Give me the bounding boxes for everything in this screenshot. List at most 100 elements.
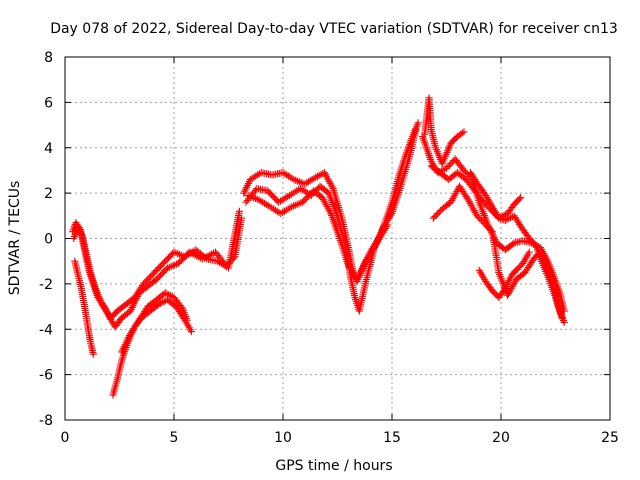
data-point	[235, 207, 243, 215]
data-point	[269, 192, 277, 201]
y-tick-label: 4	[44, 141, 53, 157]
data-point	[160, 258, 169, 266]
data-point	[304, 192, 312, 201]
data-point	[509, 269, 517, 277]
data-point	[167, 251, 175, 259]
data-point	[111, 310, 119, 318]
data-point	[158, 270, 166, 278]
x-tick-label: 5	[170, 430, 179, 446]
data-point	[165, 254, 173, 262]
data-point	[531, 254, 539, 262]
data-point	[150, 269, 158, 277]
data-point	[187, 327, 195, 336]
y-axis-label: SDTVAR / TECUs	[7, 181, 23, 296]
data-point	[482, 221, 490, 229]
data-point	[305, 191, 313, 199]
data-point	[488, 287, 496, 295]
data-marks	[69, 94, 568, 399]
data-point	[178, 255, 186, 263]
x-tick-label: 15	[383, 430, 401, 446]
data-point	[157, 271, 165, 279]
y-tick-label: -2	[39, 277, 53, 293]
data-point	[510, 200, 518, 209]
chart-title: Day 078 of 2022, Sidereal Day-to-day VTE…	[50, 21, 618, 37]
data-point	[303, 194, 311, 202]
x-tick-label: 10	[274, 430, 292, 446]
data-point	[301, 195, 309, 203]
data-point	[448, 138, 456, 146]
x-tick-label: 20	[492, 430, 510, 446]
data-point	[159, 268, 167, 276]
x-tick-label: 25	[601, 430, 619, 446]
data-point	[449, 136, 458, 145]
data-point	[447, 160, 455, 168]
data-point	[265, 188, 273, 196]
y-tick-label: 2	[44, 186, 53, 202]
y-tick-label: 0	[44, 232, 53, 248]
data-point	[177, 257, 185, 265]
y-tick-label: -4	[39, 322, 53, 338]
data-point	[144, 275, 152, 283]
series-track-7	[242, 126, 420, 315]
series-track-14	[475, 248, 533, 302]
series-track-9	[421, 94, 468, 168]
data-point	[152, 266, 160, 275]
data-point	[183, 316, 191, 324]
data-point	[525, 234, 533, 243]
data-point	[174, 259, 182, 268]
data-point	[514, 196, 522, 204]
data-point	[154, 265, 162, 273]
data-point	[517, 194, 525, 202]
data-point	[515, 195, 523, 203]
data-point	[560, 318, 568, 326]
data-point	[529, 239, 537, 247]
data-point	[156, 262, 164, 270]
data-point	[272, 195, 280, 203]
data-point	[513, 198, 521, 206]
data-point	[264, 187, 272, 195]
data-point	[166, 252, 174, 260]
data-point	[429, 214, 437, 222]
data-point	[558, 314, 566, 322]
series-track-5	[118, 289, 191, 356]
data-point	[155, 272, 163, 281]
data-point	[148, 271, 156, 279]
data-point	[266, 190, 275, 198]
data-point	[161, 267, 169, 275]
data-point	[432, 211, 440, 219]
data-point	[534, 251, 542, 259]
data-point	[412, 126, 420, 134]
data-point	[142, 277, 150, 285]
data-point	[490, 288, 498, 296]
data-point	[89, 350, 97, 358]
data-point	[158, 261, 166, 269]
data-point	[527, 236, 535, 244]
data-point	[154, 274, 162, 282]
data-point	[176, 258, 184, 266]
series-track-2	[70, 214, 246, 331]
series-track-8	[244, 187, 392, 283]
x-tick-label: 0	[61, 430, 70, 446]
data-point	[271, 194, 279, 202]
data-point	[155, 264, 163, 272]
data-point	[162, 257, 170, 265]
series-track-12	[429, 182, 566, 322]
data-point	[181, 252, 189, 260]
data-point	[447, 139, 455, 147]
data-point	[435, 208, 443, 216]
data-point	[484, 224, 492, 232]
data-point	[414, 119, 422, 127]
data-point	[477, 216, 485, 224]
data-point	[182, 251, 191, 259]
grid	[65, 57, 610, 420]
data-point	[145, 274, 153, 282]
data-point	[163, 255, 171, 263]
data-point	[532, 252, 540, 260]
data-point	[159, 259, 167, 268]
series-track-13	[466, 169, 525, 222]
data-point	[511, 199, 519, 207]
x-axis-label: GPS time / hours	[275, 458, 392, 474]
series-track-3	[71, 257, 97, 358]
data-point	[431, 213, 439, 221]
